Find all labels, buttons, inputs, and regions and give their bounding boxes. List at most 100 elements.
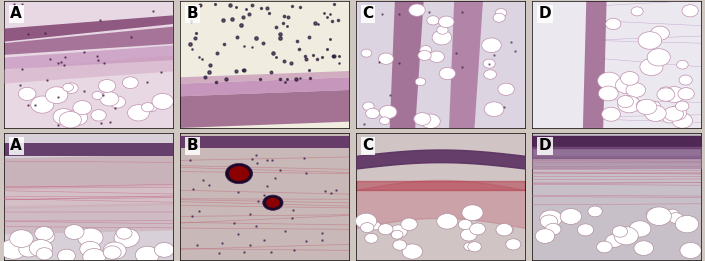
Circle shape: [103, 242, 126, 259]
Circle shape: [80, 241, 101, 257]
Circle shape: [402, 244, 422, 259]
Circle shape: [657, 88, 675, 101]
Polygon shape: [4, 182, 173, 209]
Circle shape: [437, 26, 448, 34]
Circle shape: [103, 246, 121, 259]
Circle shape: [109, 96, 125, 108]
Circle shape: [615, 77, 638, 94]
Circle shape: [100, 92, 119, 106]
Polygon shape: [4, 155, 173, 190]
Polygon shape: [356, 133, 525, 260]
Circle shape: [78, 228, 103, 247]
Circle shape: [646, 207, 671, 226]
Circle shape: [496, 9, 507, 17]
Polygon shape: [4, 27, 173, 55]
Circle shape: [45, 87, 68, 104]
Circle shape: [677, 60, 688, 69]
Circle shape: [647, 49, 670, 66]
Circle shape: [675, 215, 699, 233]
Circle shape: [539, 210, 562, 227]
Polygon shape: [4, 1, 173, 128]
Polygon shape: [356, 1, 525, 128]
Circle shape: [612, 226, 627, 237]
Circle shape: [634, 241, 654, 256]
Text: B: B: [187, 138, 198, 153]
Circle shape: [66, 110, 87, 126]
Text: C: C: [362, 138, 374, 153]
Circle shape: [63, 83, 73, 91]
Circle shape: [379, 224, 393, 235]
Circle shape: [618, 96, 640, 113]
Polygon shape: [532, 1, 701, 128]
Circle shape: [682, 5, 698, 17]
Circle shape: [649, 102, 661, 110]
Circle shape: [601, 107, 620, 121]
Circle shape: [366, 108, 379, 118]
Text: C: C: [362, 6, 374, 21]
Circle shape: [664, 106, 683, 121]
Circle shape: [379, 53, 393, 64]
Circle shape: [631, 223, 645, 233]
Polygon shape: [180, 1, 349, 128]
Circle shape: [152, 93, 173, 109]
Circle shape: [560, 209, 582, 224]
Polygon shape: [4, 133, 173, 260]
Polygon shape: [180, 90, 349, 128]
Text: B: B: [187, 6, 198, 21]
Circle shape: [460, 229, 477, 241]
Circle shape: [65, 113, 79, 123]
Circle shape: [415, 78, 426, 86]
Circle shape: [432, 30, 452, 45]
Circle shape: [668, 106, 687, 120]
Circle shape: [114, 228, 140, 247]
Text: A: A: [11, 138, 22, 153]
Circle shape: [429, 51, 444, 62]
Circle shape: [361, 49, 372, 57]
Circle shape: [629, 221, 651, 237]
Circle shape: [420, 45, 431, 54]
Circle shape: [128, 105, 149, 121]
Circle shape: [458, 220, 472, 230]
Circle shape: [0, 239, 27, 259]
Circle shape: [154, 242, 174, 257]
Circle shape: [631, 7, 643, 16]
Circle shape: [502, 226, 513, 234]
Circle shape: [651, 26, 669, 40]
Circle shape: [31, 96, 54, 113]
Circle shape: [30, 240, 53, 257]
Circle shape: [123, 77, 138, 89]
Circle shape: [464, 242, 475, 251]
Circle shape: [142, 103, 154, 112]
Circle shape: [418, 50, 431, 60]
Circle shape: [421, 114, 440, 128]
Circle shape: [596, 241, 612, 253]
Circle shape: [379, 117, 390, 124]
Circle shape: [680, 242, 701, 258]
Polygon shape: [583, 1, 606, 128]
Circle shape: [379, 105, 397, 118]
Circle shape: [35, 227, 54, 240]
Circle shape: [493, 13, 505, 22]
Circle shape: [483, 59, 495, 68]
Circle shape: [99, 80, 116, 92]
Circle shape: [545, 223, 561, 235]
Circle shape: [484, 70, 496, 79]
Circle shape: [37, 230, 55, 244]
Circle shape: [470, 223, 486, 235]
Circle shape: [620, 72, 639, 85]
Circle shape: [116, 227, 132, 239]
Circle shape: [59, 111, 81, 128]
Circle shape: [675, 101, 689, 111]
Circle shape: [363, 102, 374, 110]
Circle shape: [640, 58, 663, 76]
Circle shape: [229, 166, 249, 181]
Circle shape: [393, 240, 407, 250]
Circle shape: [64, 225, 84, 239]
Circle shape: [599, 86, 618, 101]
Circle shape: [606, 234, 623, 247]
Polygon shape: [4, 15, 173, 42]
Circle shape: [437, 213, 458, 229]
Text: A: A: [11, 6, 22, 21]
Circle shape: [427, 16, 439, 25]
Circle shape: [146, 103, 157, 112]
